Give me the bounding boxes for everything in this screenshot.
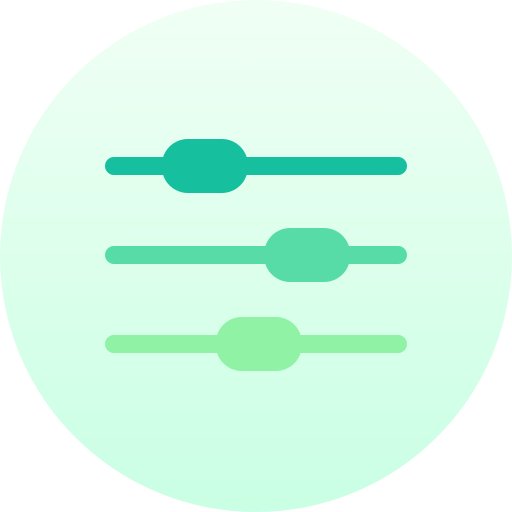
- slider-2-knob: [264, 228, 351, 282]
- sliders-group: [105, 139, 407, 371]
- slider-3-knob: [215, 317, 302, 371]
- slider-1-knob: [161, 139, 248, 193]
